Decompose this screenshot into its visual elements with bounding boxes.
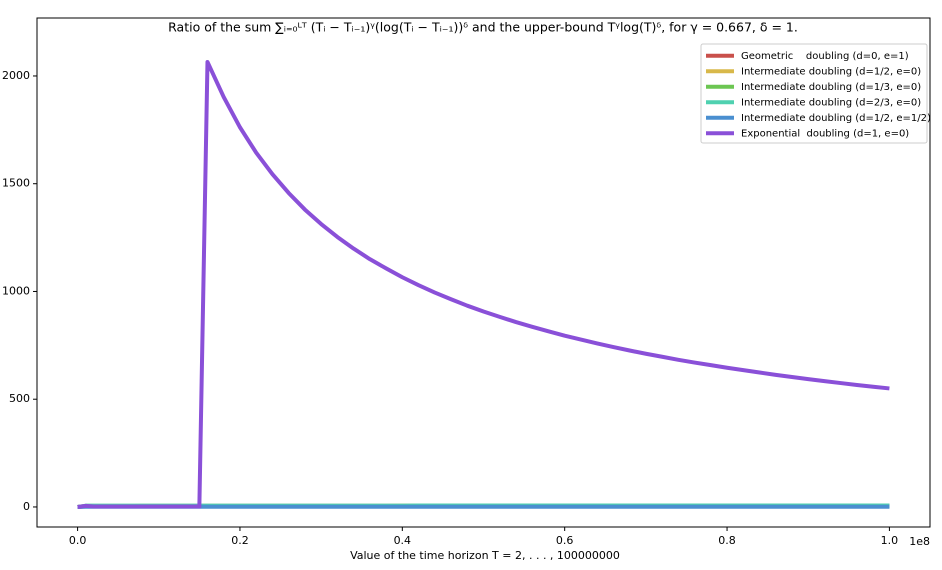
legend-label: Intermediate doubling (d=1/2, e=0) bbox=[741, 66, 921, 77]
y-tick-label: 0 bbox=[23, 500, 30, 513]
x-tick-label: 1.0 bbox=[881, 534, 899, 547]
x-tick-label: 0.4 bbox=[394, 534, 412, 547]
x-tick-label: 0.6 bbox=[556, 534, 574, 547]
x-tick-label: 0.2 bbox=[231, 534, 249, 547]
y-tick-label: 1500 bbox=[2, 177, 30, 190]
y-tick-label: 1000 bbox=[2, 284, 30, 297]
series-line bbox=[77, 59, 890, 509]
x-offset-label: 1e8 bbox=[909, 535, 930, 548]
x-tick-label: 0.8 bbox=[718, 534, 736, 547]
legend: Geometric doubling (d=0, e=1) Intermediat… bbox=[700, 43, 931, 144]
legend-label: Intermediate doubling (d=2/3, e=0) bbox=[741, 97, 921, 108]
y-tick-label: 500 bbox=[9, 392, 30, 405]
x-axis-label: Value of the time horizon T = 2, . . . ,… bbox=[350, 549, 620, 562]
legend-label: Intermediate doubling (d=1/2, e=1/2) bbox=[741, 113, 931, 124]
y-tick-label: 2000 bbox=[2, 69, 30, 82]
plot-frame bbox=[36, 17, 931, 528]
chart-title: Ratio of the sum ∑ᵢ₌₀ᴸᵀ (Tᵢ − Tᵢ₋₁)ᵞ(log… bbox=[168, 20, 798, 35]
legend-label: Geometric doubling (d=0, e=1) bbox=[741, 51, 909, 62]
legend-label: Exponential doubling (d=1, e=0) bbox=[741, 128, 909, 139]
legend-label: Intermediate doubling (d=1/3, e=0) bbox=[741, 82, 921, 93]
legend-box bbox=[700, 43, 928, 144]
x-tick-label: 0.0 bbox=[69, 534, 87, 547]
